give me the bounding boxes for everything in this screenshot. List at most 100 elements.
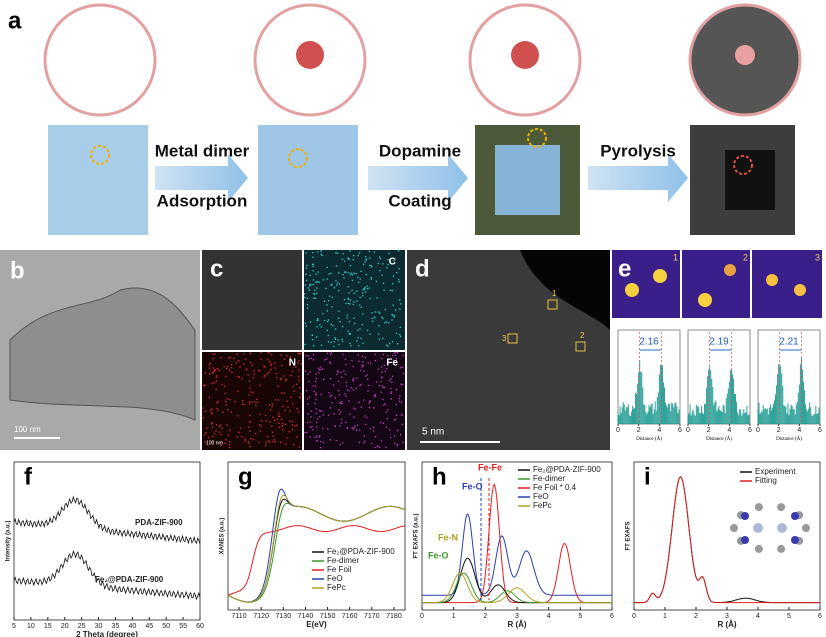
eds-dot	[234, 400, 236, 403]
eds-dot	[220, 444, 222, 446]
eds-dot	[204, 410, 207, 412]
haadf-image	[202, 250, 302, 350]
eds-dot	[292, 424, 294, 426]
x-tick-label: 4	[657, 427, 661, 434]
distance-label: 2.21	[779, 337, 799, 348]
spectrum	[227, 494, 406, 603]
eds-dot	[330, 341, 332, 344]
eds-dot	[333, 384, 335, 386]
eds-dot	[374, 353, 377, 355]
eds-dot	[306, 398, 308, 400]
eds-dot	[334, 328, 337, 330]
eds-dot	[349, 250, 351, 252]
eds-dot	[338, 283, 341, 285]
eds-dot	[398, 281, 400, 283]
eds-dot	[336, 284, 338, 286]
eds-dot	[341, 258, 343, 260]
n-map	[202, 352, 302, 450]
eds-dot	[326, 329, 329, 332]
x-tick-label: 7150	[320, 613, 336, 620]
eds-dot	[296, 424, 298, 426]
x-tick-label: 15	[44, 623, 52, 630]
eds-dot	[307, 403, 309, 405]
eds-dot	[326, 304, 328, 306]
eds-dot	[396, 388, 398, 391]
eds-dot	[402, 354, 404, 357]
eds-dot	[368, 400, 371, 403]
eds-dot	[350, 272, 352, 274]
eds-dot	[360, 270, 362, 272]
eds-dot	[271, 425, 273, 427]
eds-dot	[394, 352, 396, 354]
x-tick-label: 4	[797, 427, 801, 434]
eds-dot	[369, 297, 371, 300]
eds-dot	[393, 316, 395, 318]
eds-dot	[212, 358, 214, 360]
eds-dot	[252, 377, 255, 379]
eds-dot	[353, 317, 355, 319]
eds-dot	[269, 409, 272, 411]
eds-dot	[271, 431, 274, 433]
eds-dot	[373, 394, 376, 397]
eds-dot	[237, 376, 239, 378]
eds-dot	[378, 338, 380, 341]
x-tick-label: 0	[632, 613, 636, 620]
annotation: Fe-O	[462, 481, 483, 491]
eds-dot	[347, 257, 349, 259]
eds-dot	[317, 318, 319, 320]
eds-dot	[395, 309, 397, 311]
eds-dot	[273, 439, 275, 441]
eds-dot	[384, 308, 386, 311]
eds-dot	[338, 317, 340, 319]
eds-dot	[360, 406, 362, 408]
eds-dot	[327, 341, 330, 343]
map-label: N	[289, 358, 296, 369]
eds-dot	[255, 404, 257, 406]
eds-dot	[271, 405, 273, 408]
eds-dot	[392, 275, 395, 277]
atom	[777, 503, 786, 512]
eds-dot	[365, 258, 368, 260]
eds-dot	[308, 289, 311, 291]
eds-dot	[364, 356, 366, 359]
eds-dot	[352, 380, 354, 382]
eds-dot	[335, 252, 337, 254]
legend-label: Experiment	[755, 467, 796, 476]
eds-dot	[318, 372, 320, 374]
eds-dot	[327, 319, 330, 321]
x-tick-label: 5	[578, 613, 582, 620]
eds-dot	[339, 321, 341, 323]
eds-dot	[390, 391, 392, 393]
x-tick-label: 35	[112, 623, 120, 630]
legend-label: Fitting	[755, 476, 777, 485]
eds-dot	[341, 325, 344, 328]
eds-dot	[309, 436, 312, 438]
eds-dot	[316, 418, 319, 420]
eds-dot	[393, 315, 396, 317]
eds-dot	[360, 337, 362, 340]
eds-dot	[340, 418, 343, 421]
eds-dot	[359, 304, 361, 306]
eds-dot	[378, 446, 380, 448]
eds-dot	[255, 432, 257, 435]
eds-dot	[339, 425, 341, 427]
eds-dot	[248, 426, 250, 428]
eds-dot	[274, 441, 276, 443]
distance-label: 2.19	[709, 337, 729, 348]
eds-dot	[297, 352, 299, 355]
eds-dot	[401, 383, 403, 386]
eds-dot	[326, 358, 328, 360]
eds-dot	[320, 440, 322, 443]
x-axis-label: Distance (Å)	[776, 436, 802, 442]
eds-dot	[281, 392, 283, 394]
eds-dot	[349, 342, 351, 345]
eds-dot	[320, 250, 322, 252]
eds-dot	[391, 375, 394, 378]
eds-dot	[328, 392, 330, 394]
x-tick-label: 0	[616, 427, 620, 434]
eds-dot	[341, 340, 344, 343]
eds-dot	[221, 441, 224, 444]
eds-dot	[346, 317, 348, 319]
eds-dot	[351, 359, 353, 362]
eds-dot	[387, 322, 390, 324]
